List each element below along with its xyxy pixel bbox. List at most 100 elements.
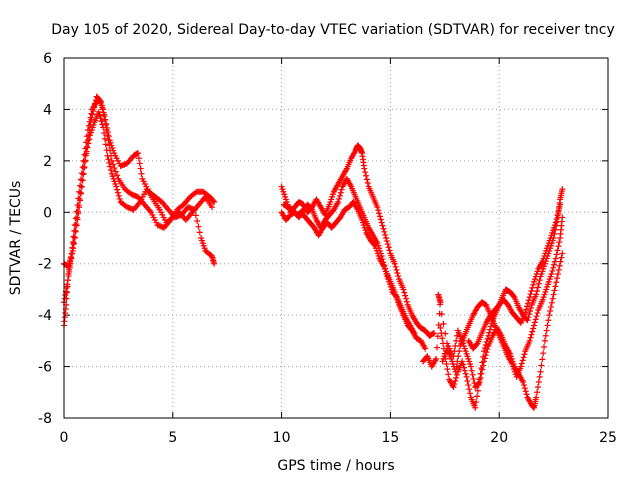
data-point [72, 227, 79, 234]
data-point [521, 382, 528, 389]
data-point [210, 197, 217, 204]
y-tick-label: 4 [43, 102, 52, 118]
data-point [445, 371, 452, 378]
data-point [460, 364, 467, 371]
data-point [530, 325, 537, 332]
data-point [555, 266, 562, 273]
data-point [379, 222, 386, 229]
data-point [382, 231, 389, 238]
data-point [62, 292, 69, 299]
data-point [455, 353, 462, 360]
data-point [557, 258, 564, 265]
data-point [81, 158, 88, 165]
data-point [364, 179, 371, 186]
data-point [534, 287, 541, 294]
data-point [538, 362, 545, 369]
data-point [524, 303, 531, 310]
data-point [534, 384, 541, 391]
data-point [453, 363, 460, 370]
data-point [434, 333, 441, 340]
data-point [102, 116, 109, 123]
data-point [545, 317, 552, 324]
data-point [106, 159, 113, 166]
data-point [536, 277, 543, 284]
data-point [522, 309, 529, 316]
data-point [391, 260, 398, 267]
data-point [96, 112, 103, 119]
data-point [402, 292, 409, 299]
data-point [376, 210, 383, 217]
data-point [528, 331, 535, 338]
data-point [554, 247, 561, 254]
data-point [452, 377, 459, 384]
data-point [451, 381, 458, 388]
data-point [440, 320, 447, 327]
data-point [477, 370, 484, 377]
data-point [91, 100, 98, 107]
data-point [101, 113, 108, 120]
data-point [115, 192, 122, 199]
data-point [211, 199, 218, 205]
data-point [481, 345, 488, 352]
data-point [468, 367, 475, 374]
data-point [473, 341, 480, 348]
data-point [533, 313, 540, 320]
data-point [381, 228, 388, 235]
data-point [535, 379, 542, 385]
data-point [337, 189, 344, 196]
data-point [456, 348, 463, 355]
data-point [85, 140, 92, 147]
data-point [65, 263, 72, 270]
data-point [103, 147, 110, 154]
data-point [74, 214, 81, 221]
data-point [478, 365, 485, 372]
data-point [550, 291, 557, 298]
data-point [526, 337, 533, 344]
data-point [479, 359, 486, 366]
data-point [362, 169, 369, 176]
data-point [433, 355, 440, 362]
data-point [555, 243, 562, 250]
data-point [84, 144, 91, 151]
data-point [472, 404, 479, 411]
data-point [104, 129, 111, 136]
data-point [474, 393, 481, 400]
data-point [463, 373, 470, 380]
data-point [375, 207, 382, 214]
y-tick-label: -4 [38, 308, 52, 324]
data-point [378, 219, 385, 226]
data-point [335, 199, 342, 205]
data-point [556, 205, 563, 212]
data-point [548, 299, 555, 306]
data-point [102, 141, 109, 148]
data-point [483, 349, 490, 356]
data-point [530, 281, 537, 288]
data-point [470, 375, 477, 382]
data-point [376, 213, 383, 220]
data-point [527, 291, 534, 298]
data-point [549, 267, 556, 274]
data-point [74, 208, 81, 215]
data-point [527, 334, 534, 341]
y-tick-label: -2 [38, 257, 52, 273]
data-point [539, 356, 546, 363]
data-point [475, 382, 482, 389]
data-point [527, 304, 534, 311]
data-point [467, 390, 474, 397]
data-point [552, 283, 559, 290]
data-point [196, 229, 203, 236]
data-point [553, 215, 560, 222]
data-point [104, 152, 111, 159]
data-point [393, 266, 400, 273]
data-point [90, 107, 97, 114]
data-point [533, 394, 540, 401]
data-point [411, 330, 418, 337]
data-point [452, 368, 459, 375]
data-point [377, 216, 384, 223]
data-point [550, 264, 557, 271]
data-point [80, 171, 87, 178]
data-point [444, 366, 451, 373]
data-point [70, 241, 77, 248]
data-point [543, 327, 550, 334]
